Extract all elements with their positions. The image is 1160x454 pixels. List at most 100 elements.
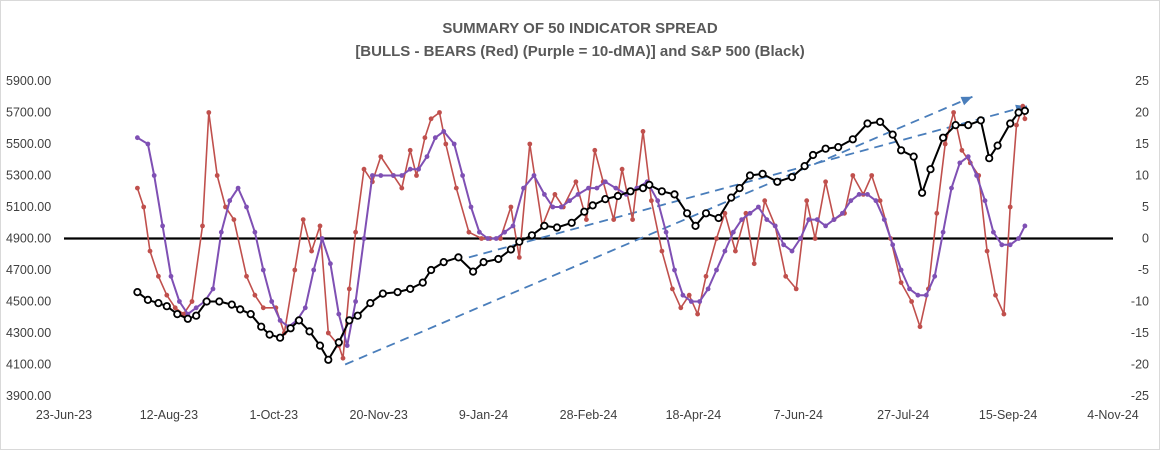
spread-point	[479, 236, 484, 241]
dma-point	[361, 236, 367, 241]
dma-point	[177, 299, 182, 304]
right-tick-label: 0	[1142, 232, 1149, 246]
dma-point	[881, 217, 887, 223]
right-tick-label: -10	[1131, 295, 1149, 309]
dma-point	[672, 267, 677, 273]
spread-point	[1001, 311, 1007, 317]
left-tick-label: 5300.00	[6, 169, 51, 183]
sp500-point	[439, 257, 448, 267]
dma-point	[865, 192, 870, 197]
sp500-point	[334, 338, 343, 347]
spread-point	[793, 286, 799, 292]
sp500-point	[479, 257, 488, 267]
right-tick-label: 25	[1135, 74, 1149, 88]
sp500-point	[202, 297, 211, 306]
trend-line	[344, 95, 973, 366]
sp500-point	[601, 195, 610, 204]
dma-point	[328, 261, 333, 267]
right-tick-label: 15	[1135, 137, 1149, 151]
spread-point	[156, 273, 161, 279]
spread-point	[869, 173, 875, 178]
spread-point	[309, 248, 314, 254]
dma-point	[567, 198, 572, 204]
sp500-point	[286, 324, 295, 333]
dma-point	[441, 129, 447, 134]
sp500-point	[406, 284, 415, 293]
dma-point	[244, 204, 249, 210]
sp500-point	[265, 330, 274, 339]
dma-point	[957, 160, 963, 166]
spread-point	[189, 299, 195, 304]
sp500-point	[567, 218, 576, 227]
sp500-point	[787, 173, 797, 182]
dma-point	[756, 204, 761, 210]
sp500-point	[257, 322, 266, 331]
left-tick-label: 4300.00	[6, 326, 51, 340]
spread-point	[437, 110, 442, 115]
left-tick-label: 3900.00	[6, 389, 51, 403]
left-tick-label: 4900.00	[6, 232, 51, 246]
spread-point	[361, 166, 367, 172]
sp500-point	[294, 316, 304, 325]
spread-point	[984, 248, 990, 254]
sp500-point	[345, 316, 354, 325]
dma-point	[999, 242, 1005, 248]
dma-point	[663, 229, 669, 235]
dma-point	[378, 173, 384, 178]
right-tick-label: -15	[1131, 326, 1149, 340]
spread-point	[214, 173, 220, 178]
sp500-point	[580, 207, 589, 216]
series-group	[133, 103, 1030, 364]
right-tick-label: -25	[1131, 389, 1149, 403]
spread-point	[898, 280, 904, 285]
sp500-point	[985, 154, 994, 163]
dma-point	[613, 185, 619, 191]
spread-point	[942, 141, 948, 147]
dma-point	[602, 179, 608, 185]
left-tick-label: 5500.00	[6, 137, 51, 151]
sp500-point	[236, 305, 245, 314]
dma-point	[688, 299, 694, 304]
spread-point	[630, 217, 635, 223]
dma-point	[1022, 223, 1028, 229]
series-sp500	[133, 106, 1030, 364]
spread-point	[751, 261, 757, 267]
sp500-point	[192, 311, 201, 320]
spread-point	[959, 147, 965, 153]
sp500-point	[735, 184, 744, 193]
spread-point	[592, 147, 598, 153]
dma-point	[344, 343, 350, 348]
sp500-point	[657, 187, 667, 196]
dma-point	[531, 173, 537, 178]
spread-point	[783, 273, 789, 279]
spread-point	[200, 223, 205, 229]
spread-point	[573, 179, 579, 185]
dma-point	[302, 305, 308, 311]
sp500-point	[353, 311, 362, 320]
dma-point	[873, 198, 879, 204]
sp500-point	[821, 144, 830, 153]
sp500-point	[1014, 108, 1023, 117]
sp500-point	[215, 297, 224, 306]
spread-point	[877, 198, 883, 204]
sp500-point	[426, 265, 436, 275]
spread-point	[443, 141, 449, 147]
trend-arrowhead	[960, 96, 973, 106]
dma-point	[319, 236, 325, 241]
dma-point	[814, 217, 820, 223]
sp500-point	[926, 165, 935, 174]
dma-point	[558, 204, 564, 210]
spread-point	[516, 255, 522, 260]
dma-point	[594, 185, 600, 191]
spread-point	[378, 154, 384, 160]
dma-point	[747, 210, 753, 216]
chart-title: SUMMARY OF 50 INDICATOR SPREAD	[442, 20, 717, 37]
series-dma	[135, 129, 1028, 348]
right-tick-label: 10	[1135, 169, 1149, 183]
dma-point	[145, 141, 151, 147]
spread-point	[714, 236, 719, 241]
spread-point	[917, 324, 923, 330]
dma-point	[269, 299, 275, 304]
